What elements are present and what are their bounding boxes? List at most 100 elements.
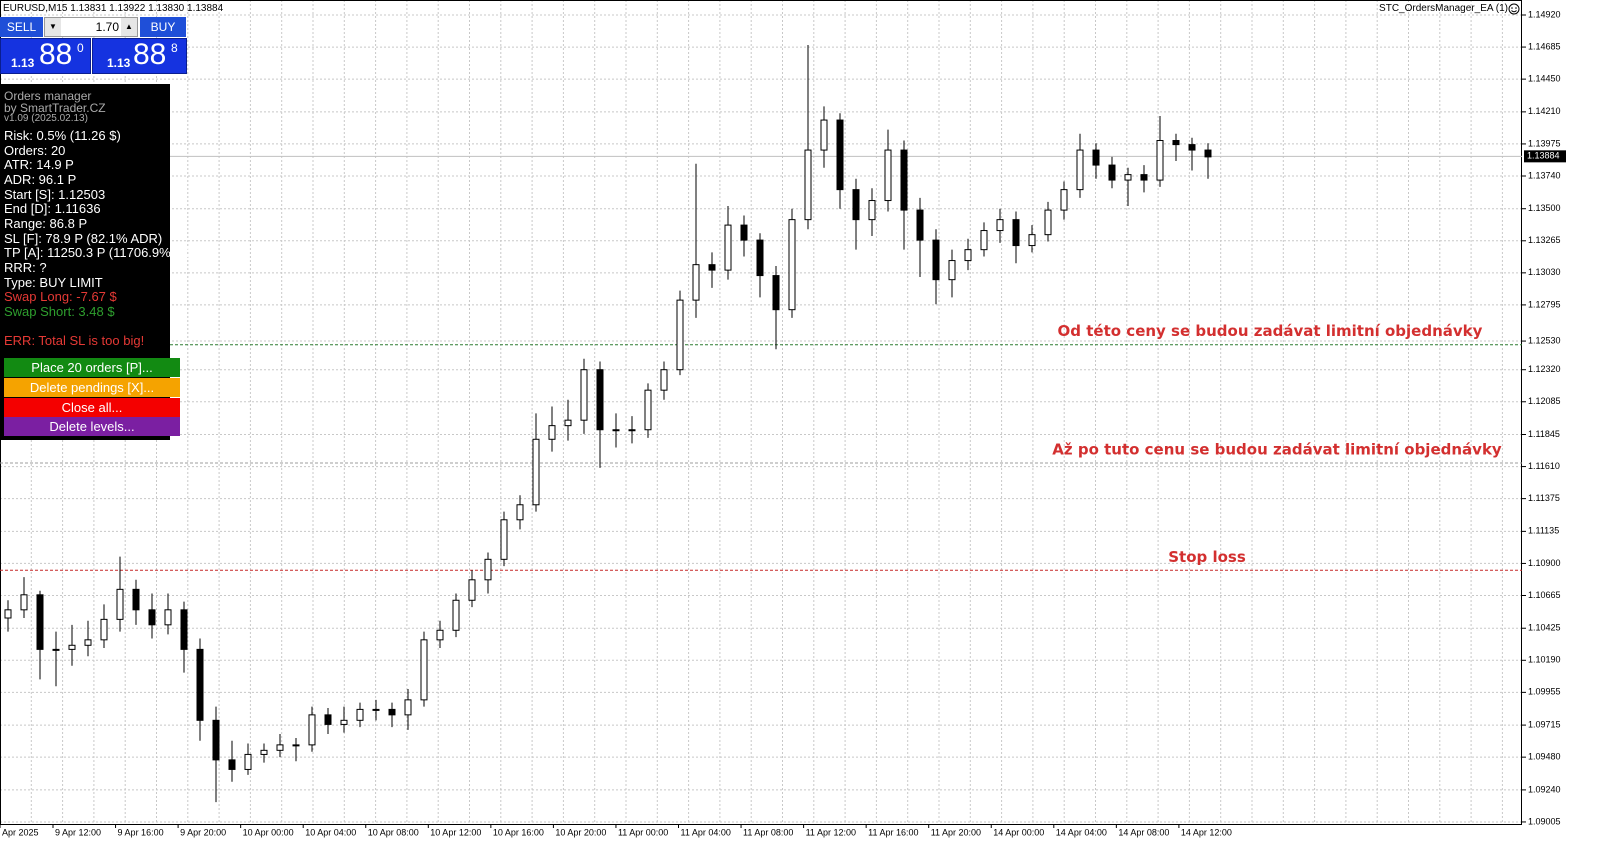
candle-body	[628, 429, 636, 432]
x-tick-label: 10 Apr 08:00	[368, 827, 419, 837]
candle-body	[1044, 209, 1052, 236]
place-orders-button[interactable]: Place 20 orders [P]...	[4, 358, 180, 377]
x-tick-label: Apr 2025	[2, 827, 39, 837]
y-tick-label: 1.13500	[1528, 203, 1561, 213]
om-line: End [D]: 1.11636	[4, 201, 101, 216]
x-tick-label: 11 Apr 08:00	[743, 827, 793, 837]
close-all-button[interactable]: Close all...	[4, 398, 180, 417]
candle-body	[596, 369, 604, 431]
candle-body	[484, 558, 492, 581]
candle-body	[1060, 189, 1068, 211]
ask-box[interactable]: 1.13 88 8	[92, 38, 187, 74]
ask-big: 88	[133, 38, 167, 71]
bid-box[interactable]: 1.13 88 0	[0, 38, 91, 74]
candle-body	[772, 275, 780, 311]
level-annotation: Stop loss	[1168, 548, 1246, 566]
candle-body	[884, 149, 892, 202]
candle-body	[1156, 140, 1164, 181]
candle-body	[724, 224, 732, 271]
y-tick-label: 1.09240	[1528, 784, 1561, 794]
symbol-info: EURUSD,M15 1.13831 1.13922 1.13830 1.138…	[3, 3, 224, 14]
bid-big: 88	[39, 38, 73, 71]
om-line: Type: BUY LIMIT	[4, 275, 103, 290]
om-line: Orders: 20	[4, 143, 66, 158]
y-tick-label: 1.09005	[1528, 816, 1561, 826]
candle-body	[964, 249, 972, 262]
candle-body	[1172, 140, 1180, 146]
lot-spinner[interactable]: ▼ 1.70 ▲	[44, 17, 138, 37]
x-tick-label: 11 Apr 04:00	[681, 827, 731, 837]
x-tick-label: 14 Apr 12:00	[1181, 827, 1232, 837]
candle-body	[692, 264, 700, 301]
om-title: Orders manager	[4, 89, 92, 103]
candle-body	[804, 149, 812, 221]
candle-body	[436, 629, 444, 641]
candle-body	[932, 239, 940, 281]
om-line: Risk: 0.5% (11.26 $)	[4, 128, 121, 143]
candle-body	[164, 609, 172, 626]
bid-sup: 0	[77, 41, 84, 55]
candle-body	[420, 639, 428, 701]
candle-body	[644, 389, 652, 431]
om-line: ATR: 14.9 P	[4, 157, 74, 172]
delete-pendings-button[interactable]: Delete pendings [X]...	[4, 378, 180, 397]
candle-body	[500, 519, 508, 560]
om-line: TP [A]: 11250.3 P (11706.9% ADR)	[4, 245, 206, 260]
y-tick-label: 1.12320	[1528, 364, 1561, 374]
y-tick-label: 1.13740	[1528, 170, 1561, 180]
x-tick-label: 14 Apr 00:00	[993, 827, 1044, 837]
candle-body	[708, 264, 716, 271]
om-author: by SmartTrader.CZ	[4, 101, 106, 115]
candle-body	[980, 230, 988, 251]
candle-body	[820, 119, 828, 151]
candle-body	[52, 648, 60, 651]
y-tick-label: 1.11375	[1528, 493, 1560, 503]
candle-body	[516, 504, 524, 521]
x-tick-label: 9 Apr 20:00	[180, 827, 226, 837]
candle-body	[276, 744, 284, 751]
y-tick-label: 1.09955	[1528, 687, 1561, 697]
om-line: ADR: 96.1 P	[4, 172, 77, 187]
candle-body	[868, 200, 876, 221]
lot-down[interactable]: ▼	[45, 18, 61, 36]
y-tick-label: 1.14920	[1528, 9, 1561, 19]
candle-body	[84, 639, 92, 646]
om-line: Range: 86.8 P	[4, 216, 88, 231]
ask-sup: 8	[171, 41, 178, 55]
candle-body	[756, 239, 764, 277]
candle-body	[1108, 164, 1116, 181]
lot-value[interactable]: 1.70	[95, 20, 119, 34]
candle-body	[372, 708, 380, 711]
candle-body	[228, 759, 236, 770]
y-tick-label: 1.13975	[1528, 138, 1561, 148]
sell-button[interactable]: SELL	[0, 17, 43, 37]
candle-body	[404, 699, 412, 716]
last-price-box	[1524, 150, 1566, 163]
expert-name: STC_OrdersManager_EA (1)	[1379, 3, 1508, 14]
last-price-label: 1.13884	[1527, 151, 1560, 161]
candle-body	[836, 119, 844, 191]
level-annotation: Až po tuto cenu se budou zadávat limitní…	[1052, 441, 1502, 459]
candle-body	[532, 438, 540, 506]
delete-levels-button[interactable]: Delete levels...	[4, 417, 180, 436]
y-tick-label: 1.11135	[1528, 526, 1559, 536]
candle-body	[356, 708, 364, 721]
om-line: Start [S]: 1.12503	[4, 187, 106, 202]
x-tick-label: 10 Apr 04:00	[305, 827, 356, 837]
y-tick-label: 1.10900	[1528, 558, 1561, 568]
candle-body	[548, 425, 556, 440]
y-tick-label: 1.14210	[1528, 106, 1561, 116]
x-tick-label: 11 Apr 12:00	[806, 827, 856, 837]
buy-button[interactable]: BUY	[140, 17, 186, 37]
om-line: RRR: ?	[4, 260, 47, 275]
lot-up[interactable]: ▲	[121, 18, 137, 36]
bid-prefix: 1.13	[11, 56, 35, 70]
candle-body	[196, 648, 204, 721]
candle-body	[324, 714, 332, 725]
candle-body	[180, 609, 188, 650]
candle-body	[996, 219, 1004, 232]
candle-body	[676, 299, 684, 371]
candle-body	[340, 719, 348, 725]
